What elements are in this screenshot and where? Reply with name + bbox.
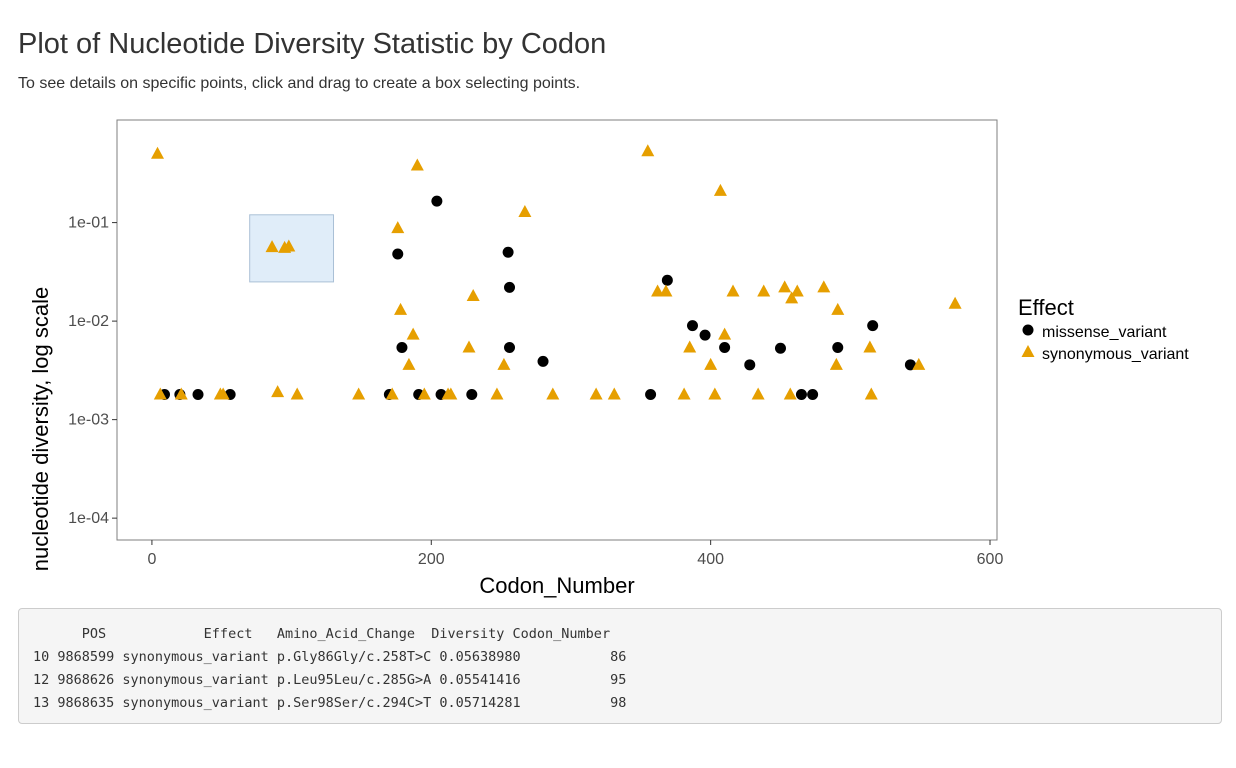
point-missense[interactable] — [504, 281, 516, 293]
point-synonymous[interactable] — [174, 387, 188, 400]
point-missense[interactable] — [795, 388, 807, 400]
legend-key-synonymous — [1021, 345, 1035, 357]
legend: Effect missense_variant synonymous_varia… — [1018, 295, 1189, 363]
point-synonymous[interactable] — [948, 296, 962, 309]
point-missense[interactable] — [832, 341, 844, 353]
point-synonymous[interactable] — [462, 340, 476, 353]
point-synonymous[interactable] — [683, 340, 697, 353]
point-missense[interactable] — [744, 359, 756, 371]
point-synonymous[interactable] — [410, 158, 424, 171]
point-synonymous[interactable] — [713, 183, 727, 196]
point-synonymous[interactable] — [785, 291, 799, 304]
output-row: 10 9868599 synonymous_variant p.Gly86Gly… — [33, 649, 627, 665]
point-missense[interactable] — [867, 320, 879, 332]
point-synonymous[interactable] — [589, 387, 603, 400]
point-synonymous[interactable] — [912, 357, 926, 370]
point-synonymous[interactable] — [391, 221, 405, 234]
point-missense[interactable] — [537, 355, 549, 367]
page-title: Plot of Nucleotide Diversity Statistic b… — [18, 28, 607, 60]
point-missense[interactable] — [661, 274, 673, 286]
point-missense[interactable] — [466, 388, 478, 400]
point-synonymous[interactable] — [718, 327, 732, 340]
output-table: POS Effect Amino_Acid_Change Diversity C… — [19, 609, 1221, 715]
point-missense[interactable] — [774, 342, 786, 354]
y-tick-label: 1e-04 — [68, 510, 109, 527]
point-synonymous[interactable] — [216, 387, 230, 400]
point-synonymous[interactable] — [831, 302, 845, 315]
point-missense[interactable] — [807, 388, 819, 400]
point-synonymous[interactable] — [265, 240, 279, 253]
x-tick-label: 200 — [418, 551, 445, 568]
point-synonymous[interactable] — [607, 387, 621, 400]
point-synonymous[interactable] — [546, 387, 560, 400]
point-synonymous[interactable] — [271, 385, 285, 398]
legend-label-missense: missense_variant — [1042, 324, 1167, 341]
point-synonymous[interactable] — [790, 284, 804, 297]
legend-label-synonymous: synonymous_variant — [1042, 346, 1189, 363]
point-synonymous[interactable] — [704, 357, 718, 370]
x-tick-label: 0 — [147, 551, 156, 568]
point-synonymous[interactable] — [863, 340, 877, 353]
point-synonymous[interactable] — [466, 288, 480, 301]
point-missense[interactable] — [719, 341, 731, 353]
point-missense[interactable] — [904, 359, 916, 371]
y-tick-label: 1e-02 — [68, 313, 109, 330]
plot-panel[interactable] — [116, 119, 998, 541]
y-axis: 1e-04 1e-03 1e-02 1e-01 — [68, 215, 117, 527]
output-header: POS Effect Amino_Acid_Change Diversity C… — [33, 626, 611, 642]
point-synonymous[interactable] — [829, 357, 843, 370]
x-axis-title: Codon_Number — [479, 573, 634, 598]
point-missense[interactable] — [192, 388, 204, 400]
scatter-plot[interactable]: 0 200 400 600 1e-04 1e-03 1e-02 1e-01 Codon_Nu… — [0, 100, 1236, 600]
point-synonymous[interactable] — [444, 387, 458, 400]
output-row: 12 9868626 synonymous_variant p.Leu95Leu… — [33, 672, 627, 688]
legend-key-missense — [1022, 324, 1034, 336]
y-tick-label: 1e-01 — [68, 215, 109, 232]
point-synonymous[interactable] — [778, 280, 792, 293]
point-synonymous[interactable] — [151, 146, 165, 159]
point-synonymous[interactable] — [783, 387, 797, 400]
point-missense[interactable] — [686, 320, 698, 332]
point-synonymous[interactable] — [282, 239, 296, 252]
page-subtitle: To see details on specific points, click… — [18, 75, 581, 92]
brushed-points-output: POS Effect Amino_Acid_Change Diversity C… — [18, 608, 1222, 724]
point-missense[interactable] — [392, 248, 404, 260]
x-tick-label: 400 — [697, 551, 724, 568]
point-synonymous[interactable] — [677, 387, 691, 400]
point-synonymous[interactable] — [641, 144, 655, 157]
point-synonymous[interactable] — [659, 284, 673, 297]
point-synonymous[interactable] — [490, 387, 504, 400]
point-synonymous[interactable] — [394, 302, 408, 315]
point-synonymous[interactable] — [817, 280, 831, 293]
point-missense[interactable] — [504, 341, 516, 353]
legend-title: Effect — [1018, 295, 1074, 320]
point-synonymous[interactable] — [417, 387, 431, 400]
point-synonymous[interactable] — [406, 327, 420, 340]
point-synonymous[interactable] — [352, 387, 366, 400]
point-synonymous[interactable] — [757, 284, 771, 297]
data-points[interactable] — [151, 144, 962, 400]
point-synonymous[interactable] — [651, 284, 665, 297]
point-missense[interactable] — [645, 388, 657, 400]
y-axis-title: nucleotide diversity, log scale — [28, 287, 53, 572]
point-synonymous[interactable] — [402, 357, 416, 370]
x-axis: 0 200 400 600 — [147, 540, 1003, 568]
point-missense[interactable] — [396, 341, 408, 353]
output-row: 13 9868635 synonymous_variant p.Ser98Ser… — [33, 695, 627, 711]
y-tick-label: 1e-03 — [68, 412, 109, 429]
x-tick-label: 600 — [977, 551, 1004, 568]
point-synonymous[interactable] — [385, 387, 399, 400]
point-synonymous[interactable] — [751, 387, 765, 400]
point-synonymous[interactable] — [290, 387, 304, 400]
point-synonymous[interactable] — [497, 357, 511, 370]
point-missense[interactable] — [431, 195, 443, 207]
point-synonymous[interactable] — [153, 387, 167, 400]
point-missense[interactable] — [502, 246, 514, 258]
point-synonymous[interactable] — [864, 387, 878, 400]
point-synonymous[interactable] — [518, 205, 532, 218]
point-synonymous[interactable] — [708, 387, 722, 400]
point-missense[interactable] — [699, 329, 711, 341]
point-synonymous[interactable] — [726, 284, 740, 297]
